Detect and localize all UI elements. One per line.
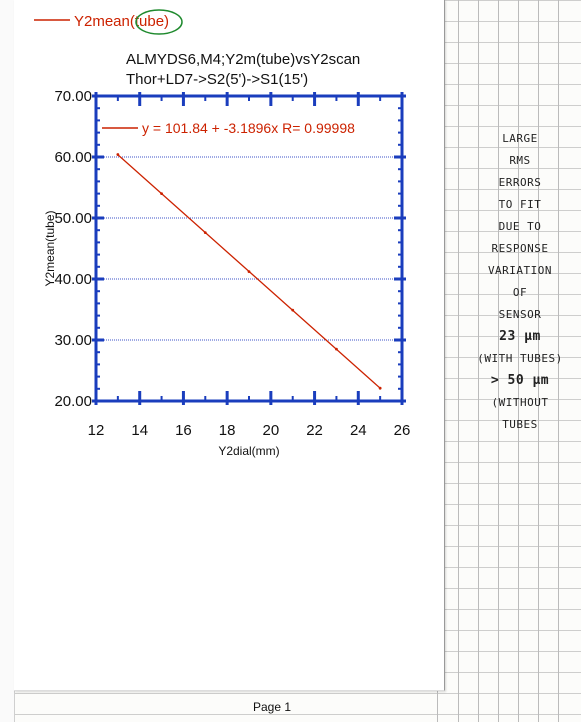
y-axis-label: Y2mean(tube) xyxy=(43,210,57,286)
data-point xyxy=(203,231,207,235)
note-line: (WITHOUT xyxy=(491,396,549,409)
note-line: OF xyxy=(512,286,528,299)
x-tick-label: 20 xyxy=(263,422,280,439)
data-point xyxy=(247,270,251,274)
y-tick-label: 60.00 xyxy=(54,149,92,166)
chart: 20.00 30.00 40.00 50.00 60.00 70.00 12 14 16 18 20… xyxy=(34,9,410,458)
column-line xyxy=(458,0,459,722)
y-tick-label: 40.00 xyxy=(54,271,92,288)
x-axis-label: Y2dial(mm) xyxy=(218,444,279,458)
notebook-margin xyxy=(0,0,15,722)
x-tick-label: 18 xyxy=(219,422,236,439)
fit-equation-label: y = 101.84 + -3.1896x R= 0.99998 xyxy=(142,120,355,136)
note-line: 23 μm xyxy=(499,329,541,344)
data-point xyxy=(335,347,338,351)
data-point xyxy=(378,386,382,390)
handwritten-note: LARGE RMS ERRORS TO FIT DUE TO RESPONSE VARIAT… xyxy=(460,128,580,436)
note-line: RMS xyxy=(509,154,531,167)
x-tick-label: 12 xyxy=(88,422,105,439)
page-number: Page 1 xyxy=(253,700,292,714)
y-tick-label: 50.00 xyxy=(54,210,92,227)
column-line xyxy=(478,0,479,722)
note-line: ERRORS xyxy=(498,176,542,189)
grid-lines xyxy=(96,156,402,341)
x-tick-label: 22 xyxy=(306,422,323,439)
legend-label: Y2mean(tube) xyxy=(74,13,169,30)
tick-labels: 20.00 30.00 40.00 50.00 60.00 70.00 12 14 16 18 20… xyxy=(54,88,410,439)
note-line: > 50 μm xyxy=(490,373,550,388)
series-layer xyxy=(116,153,382,390)
printed-sheet: 20.00 30.00 40.00 50.00 60.00 70.00 12 14 16 18 20… xyxy=(14,0,445,691)
chart-title-line-2: Thor+LD7->S2(5')->S1(15') xyxy=(126,71,308,88)
note-line: (WITH TUBES) xyxy=(477,352,563,365)
note-line: TO FIT xyxy=(498,198,542,211)
column-line xyxy=(498,0,499,722)
data-point xyxy=(160,192,163,196)
note-line: VARIATION xyxy=(487,264,553,277)
x-tick-label: 14 xyxy=(131,422,148,439)
plot-frame xyxy=(94,94,404,403)
note-line: TUBES xyxy=(502,418,538,431)
note-line: LARGE xyxy=(502,132,538,145)
y-tick-label: 20.00 xyxy=(54,393,92,410)
x-tick-label: 24 xyxy=(350,422,367,439)
column-line xyxy=(558,0,559,722)
note-line: RESPONSE xyxy=(491,242,549,255)
handwritten-circle-annotation xyxy=(135,9,183,35)
y-tick-label: 30.00 xyxy=(54,332,92,349)
data-point xyxy=(291,308,295,312)
column-line xyxy=(518,0,519,722)
chart-title-line-1: ALMYDS6,M4;Y2m(tube)vsY2scan xyxy=(126,51,360,68)
note-line: SENSOR xyxy=(498,308,542,321)
column-line xyxy=(538,0,539,722)
data-point xyxy=(116,153,120,156)
axis-ticks xyxy=(92,92,406,405)
note-line: DUE TO xyxy=(498,220,542,233)
x-tick-label: 16 xyxy=(175,422,192,439)
y-tick-label: 70.00 xyxy=(54,88,92,105)
x-tick-label: 26 xyxy=(394,422,411,439)
